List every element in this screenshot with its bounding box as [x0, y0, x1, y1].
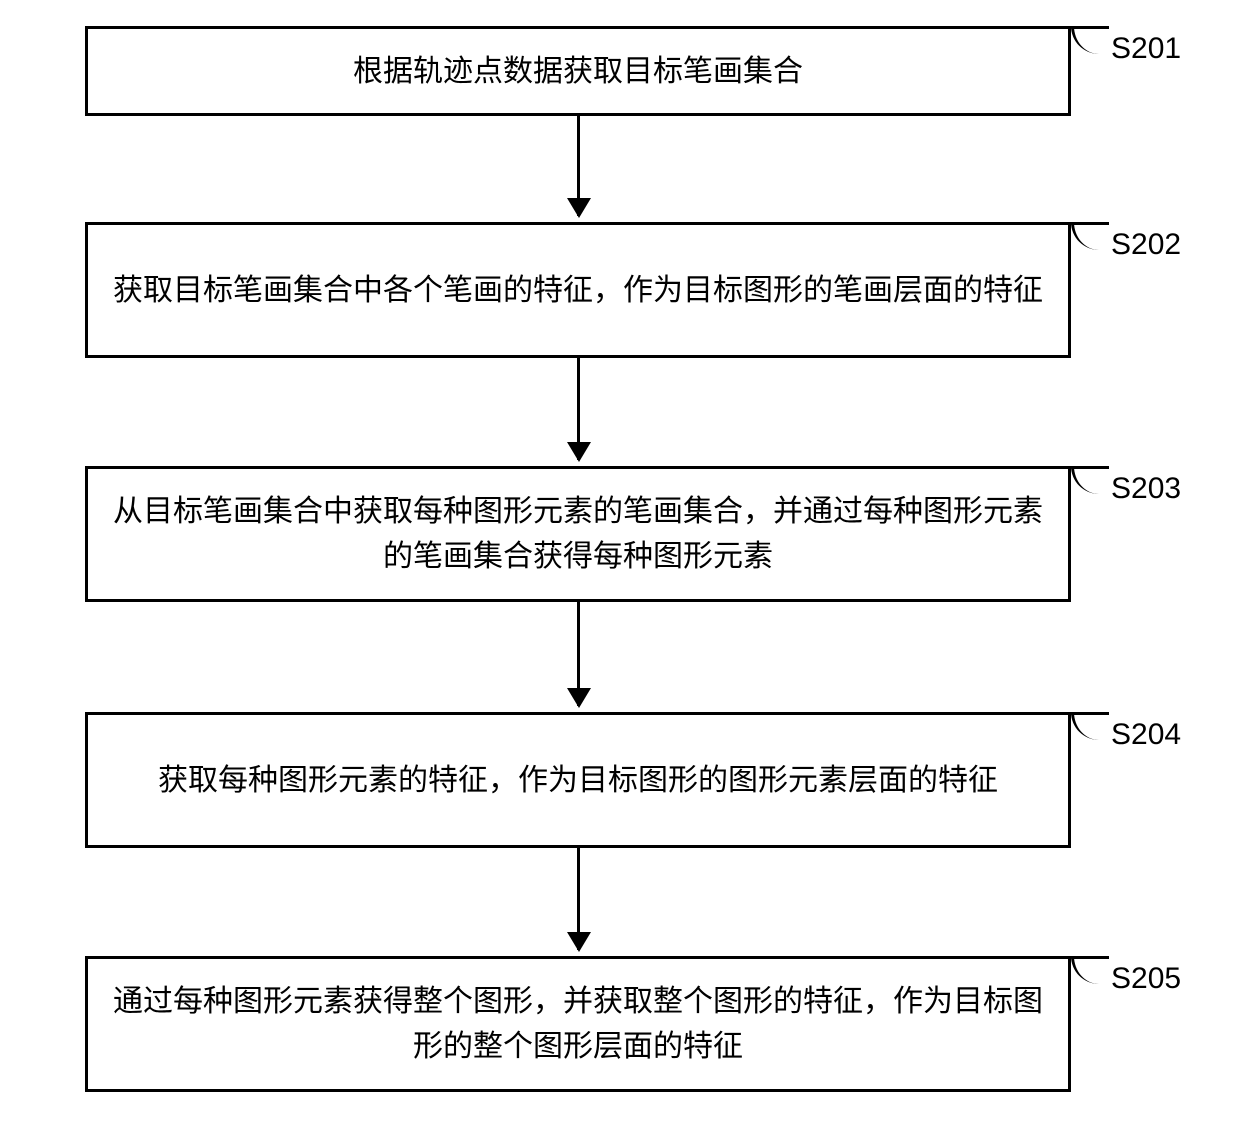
- step-group-1: 根据轨迹点数据获取目标笔画集合 S201: [85, 26, 1211, 116]
- step-group-3: 从目标笔画集合中获取每种图形元素的笔画集合，并通过每种图形元素的笔画集合获得每种…: [85, 466, 1211, 602]
- arrow-4: [577, 848, 580, 950]
- step-label: S202: [1111, 228, 1181, 262]
- connector-curve: [1071, 712, 1109, 740]
- arrow-3: [577, 602, 580, 706]
- step-label: S203: [1111, 472, 1181, 506]
- connector-curve: [1071, 26, 1109, 54]
- step-group-4: 获取每种图形元素的特征，作为目标图形的图形元素层面的特征 S204: [85, 712, 1211, 848]
- step-label: S204: [1111, 718, 1181, 752]
- step-group-5: 通过每种图形元素获得整个图形，并获取整个图形的特征，作为目标图形的整个图形层面的…: [85, 956, 1211, 1092]
- flowchart-container: 根据轨迹点数据获取目标笔画集合 S201 获取目标笔画集合中各个笔画的特征，作为目标…: [0, 0, 1240, 1127]
- step-label: S205: [1111, 962, 1181, 996]
- step-box-3: 从目标笔画集合中获取每种图形元素的笔画集合，并通过每种图形元素的笔画集合获得每种…: [85, 466, 1071, 602]
- connector-curve: [1071, 222, 1109, 250]
- step-group-2: 获取目标笔画集合中各个笔画的特征，作为目标图形的笔画层面的特征 S202: [85, 222, 1211, 358]
- step-box-1: 根据轨迹点数据获取目标笔画集合: [85, 26, 1071, 116]
- step-text: 获取每种图形元素的特征，作为目标图形的图形元素层面的特征: [158, 758, 998, 803]
- connector-curve: [1071, 466, 1109, 494]
- step-label: S201: [1111, 32, 1181, 66]
- connector-curve: [1071, 956, 1109, 984]
- step-text: 从目标笔画集合中获取每种图形元素的笔画集合，并通过每种图形元素的笔画集合获得每种…: [112, 489, 1044, 579]
- step-box-4: 获取每种图形元素的特征，作为目标图形的图形元素层面的特征: [85, 712, 1071, 848]
- step-box-5: 通过每种图形元素获得整个图形，并获取整个图形的特征，作为目标图形的整个图形层面的…: [85, 956, 1071, 1092]
- arrow-2: [577, 358, 580, 460]
- step-box-2: 获取目标笔画集合中各个笔画的特征，作为目标图形的笔画层面的特征: [85, 222, 1071, 358]
- arrow-1: [577, 116, 580, 216]
- step-text: 获取目标笔画集合中各个笔画的特征，作为目标图形的笔画层面的特征: [113, 268, 1043, 313]
- step-text: 通过每种图形元素获得整个图形，并获取整个图形的特征，作为目标图形的整个图形层面的…: [112, 979, 1044, 1069]
- step-text: 根据轨迹点数据获取目标笔画集合: [353, 49, 803, 94]
